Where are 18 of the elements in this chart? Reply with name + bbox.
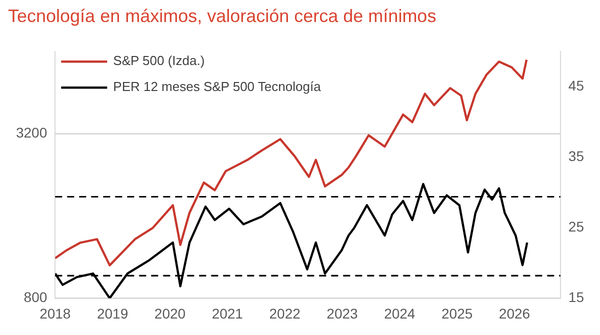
x-tick-label: 2019 bbox=[96, 305, 128, 322]
legend-label: PER 12 meses S&P 500 Tecnología bbox=[113, 79, 322, 94]
x-tick-label: 2022 bbox=[269, 305, 301, 322]
y2-tick-label: 45 bbox=[568, 78, 584, 94]
y2-tick-label: 25 bbox=[568, 218, 584, 235]
legend-label: S&P 500 (Izda.) bbox=[113, 53, 205, 68]
chart-title: Tecnología en máximos, valoración cerca de mínimos bbox=[8, 6, 436, 26]
y-tick-label: 3200 bbox=[16, 124, 48, 141]
y2-tick-label: 15 bbox=[568, 289, 584, 306]
x-tick-label: 2026 bbox=[498, 305, 530, 322]
x-tick-label: 2018 bbox=[40, 305, 71, 322]
y-tick-label: 800 bbox=[24, 289, 48, 306]
x-tick-label: 2024 bbox=[384, 305, 416, 322]
y2-tick-label: 35 bbox=[568, 148, 584, 164]
x-tick-label: 2023 bbox=[326, 305, 358, 322]
x-tick-label: 2020 bbox=[154, 305, 186, 322]
x-tick-label: 2025 bbox=[441, 305, 473, 322]
x-tick-label: 2021 bbox=[212, 305, 244, 322]
